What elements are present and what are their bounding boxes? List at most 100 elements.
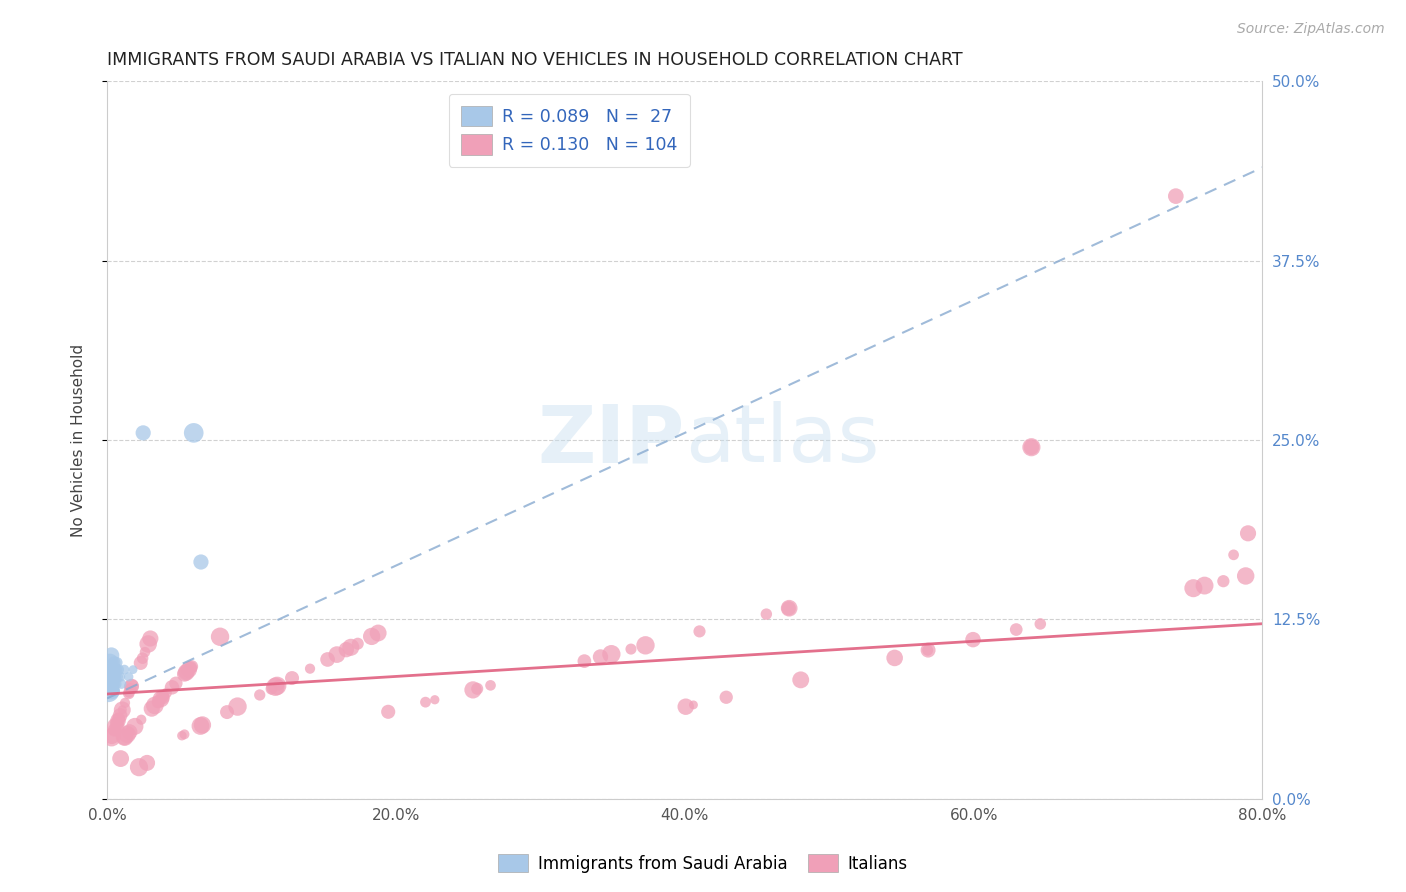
Point <box>917 643 939 657</box>
Point <box>917 643 939 657</box>
Point <box>191 718 214 732</box>
Point <box>105 670 128 684</box>
Point <box>346 637 368 651</box>
Point <box>266 679 288 693</box>
Point <box>883 651 905 665</box>
Point <box>1182 581 1205 595</box>
Point <box>1222 548 1244 562</box>
Point <box>122 663 145 677</box>
Point <box>267 678 290 692</box>
Point <box>1029 616 1052 631</box>
Point <box>264 680 287 694</box>
Point <box>118 685 141 699</box>
Point <box>139 632 162 646</box>
Point <box>415 695 437 709</box>
Point <box>97 684 120 698</box>
Point <box>98 656 121 670</box>
Legend: R = 0.089   N =  27, R = 0.130   N = 104: R = 0.089 N = 27, R = 0.130 N = 104 <box>449 94 690 167</box>
Point <box>107 663 129 677</box>
Point <box>340 640 363 655</box>
Point <box>209 630 232 644</box>
Point <box>150 690 173 705</box>
Point <box>153 689 176 703</box>
Point <box>1234 569 1257 583</box>
Point <box>600 647 623 661</box>
Point <box>260 681 283 696</box>
Point <box>173 727 195 741</box>
Point <box>121 679 143 693</box>
Point <box>778 601 800 615</box>
Text: atlas: atlas <box>685 401 879 479</box>
Point <box>98 677 121 691</box>
Point <box>180 661 202 675</box>
Point <box>682 698 704 712</box>
Point <box>105 717 128 731</box>
Point <box>298 662 321 676</box>
Point <box>316 652 339 666</box>
Point <box>465 681 488 696</box>
Point <box>360 629 382 643</box>
Point <box>152 690 174 705</box>
Point <box>104 663 127 677</box>
Point <box>170 729 193 743</box>
Point <box>107 714 129 728</box>
Point <box>134 645 156 659</box>
Point <box>136 756 159 770</box>
Point <box>114 731 136 745</box>
Point <box>249 688 271 702</box>
Point <box>149 692 172 706</box>
Point <box>103 684 125 698</box>
Text: Source: ZipAtlas.com: Source: ZipAtlas.com <box>1237 22 1385 37</box>
Point <box>97 670 120 684</box>
Point <box>136 637 159 651</box>
Point <box>118 686 141 700</box>
Point <box>215 705 238 719</box>
Point <box>118 725 141 739</box>
Point <box>160 681 183 695</box>
Point <box>111 703 134 717</box>
Point <box>101 677 124 691</box>
Point <box>689 624 711 639</box>
Point <box>128 760 150 774</box>
Point <box>131 651 153 665</box>
Point <box>100 648 122 663</box>
Point <box>146 696 169 710</box>
Point <box>104 720 127 734</box>
Point <box>118 725 141 739</box>
Point <box>177 663 200 677</box>
Point <box>111 703 134 717</box>
Point <box>114 730 136 744</box>
Point <box>778 601 800 615</box>
Point <box>173 667 195 681</box>
Legend: Immigrants from Saudi Arabia, Italians: Immigrants from Saudi Arabia, Italians <box>492 847 914 880</box>
Point <box>589 650 612 665</box>
Point <box>962 632 984 647</box>
Point <box>100 730 122 744</box>
Point <box>326 648 349 662</box>
Point <box>1237 526 1260 541</box>
Point <box>132 425 155 440</box>
Point <box>112 663 135 677</box>
Point <box>103 723 125 737</box>
Point <box>281 671 304 685</box>
Point <box>423 692 446 706</box>
Point <box>104 677 127 691</box>
Point <box>124 719 146 733</box>
Point <box>103 656 125 670</box>
Point <box>101 670 124 684</box>
Point <box>574 654 596 668</box>
Point <box>100 684 122 698</box>
Text: ZIP: ZIP <box>537 401 685 479</box>
Point <box>226 699 249 714</box>
Point <box>141 701 163 715</box>
Text: IMMIGRANTS FROM SAUDI ARABIA VS ITALIAN NO VEHICLES IN HOUSEHOLD CORRELATION CHA: IMMIGRANTS FROM SAUDI ARABIA VS ITALIAN … <box>107 51 963 69</box>
Point <box>108 670 131 684</box>
Point <box>377 705 399 719</box>
Point <box>461 682 484 697</box>
Point <box>367 626 389 640</box>
Point <box>620 642 643 657</box>
Point <box>103 723 125 737</box>
Point <box>100 670 122 684</box>
Point <box>675 699 697 714</box>
Y-axis label: No Vehicles in Household: No Vehicles in Household <box>72 343 86 537</box>
